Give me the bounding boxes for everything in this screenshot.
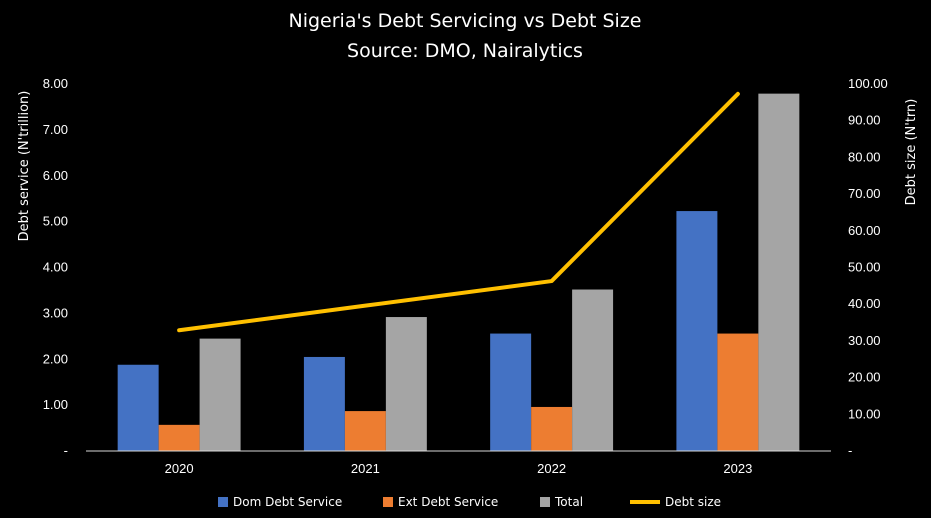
bar-series: [117, 93, 800, 451]
right-axis-ticks: - 10.00 20.00 30.00 40.00 50.00 60.00 70.00 80.0…: [848, 76, 888, 458]
left-axis-title: Debt service (N'trillion): [17, 91, 32, 242]
chart-subtitle: Source: DMO, Nairalytics: [347, 40, 583, 62]
right-tick-label: 70.00: [848, 186, 881, 201]
line-series: [177, 91, 740, 333]
legend-swatch-dom-debt-service: [218, 497, 228, 507]
left-tick-label: 8.00: [43, 76, 68, 91]
right-tick-label: 60.00: [848, 223, 881, 238]
left-tick-label: 6.00: [43, 168, 68, 183]
bar-ext-debt-service: [158, 424, 200, 451]
bar-total: [199, 338, 241, 451]
right-tick-label: 20.00: [848, 370, 881, 385]
legend-label-total: Total: [554, 495, 583, 509]
legend-label-dom-debt-service: Dom Debt Service: [233, 495, 342, 509]
left-tick-label: 4.00: [43, 260, 68, 275]
category-label: 2022: [537, 461, 566, 476]
legend: Dom Debt Service Ext Debt Service Total Deb…: [218, 495, 721, 509]
bar-total: [572, 289, 614, 451]
category-label: 2021: [351, 461, 380, 476]
category-label: 2020: [165, 461, 194, 476]
right-tick-label: -: [848, 443, 852, 458]
right-tick-label: 40.00: [848, 296, 881, 311]
right-tick-label: 80.00: [848, 149, 881, 164]
category-label: 2023: [723, 461, 752, 476]
left-axis-ticks: - 1.00 2.00 3.00 4.00 5.00 6.00 7.00 8.00: [43, 76, 68, 458]
left-tick-label: 1.00: [43, 397, 68, 412]
right-tick-label: 90.00: [848, 113, 881, 128]
bar-dom-debt-service: [676, 211, 718, 451]
right-tick-label: 50.00: [848, 260, 881, 275]
bar-ext-debt-service: [717, 333, 759, 451]
bar-ext-debt-service: [344, 411, 386, 451]
bar-total: [385, 317, 427, 451]
left-tick-label: 5.00: [43, 214, 68, 229]
left-tick-label: -: [64, 443, 68, 458]
left-tick-label: 3.00: [43, 305, 68, 320]
right-axis-title: Debt size (N'trn): [904, 99, 919, 206]
right-tick-label: 30.00: [848, 333, 881, 348]
legend-label-debt-size: Debt size: [665, 495, 721, 509]
bar-ext-debt-service: [531, 406, 573, 451]
bar-dom-debt-service: [490, 333, 532, 451]
bar-dom-debt-service: [117, 364, 159, 451]
legend-label-ext-debt-service: Ext Debt Service: [398, 495, 498, 509]
category-labels: 2020 2021 2022 2023: [165, 461, 753, 476]
bar-total: [758, 93, 800, 451]
legend-swatch-total: [540, 497, 550, 507]
right-tick-label: 10.00: [848, 406, 881, 421]
line-debt-size: [177, 91, 740, 333]
left-tick-label: 2.00: [43, 351, 68, 366]
left-tick-label: 7.00: [43, 122, 68, 137]
legend-swatch-ext-debt-service: [383, 497, 393, 507]
bar-dom-debt-service: [303, 356, 345, 451]
right-tick-label: 100.00: [848, 76, 888, 91]
chart-title: Nigeria's Debt Servicing vs Debt Size: [288, 10, 641, 32]
